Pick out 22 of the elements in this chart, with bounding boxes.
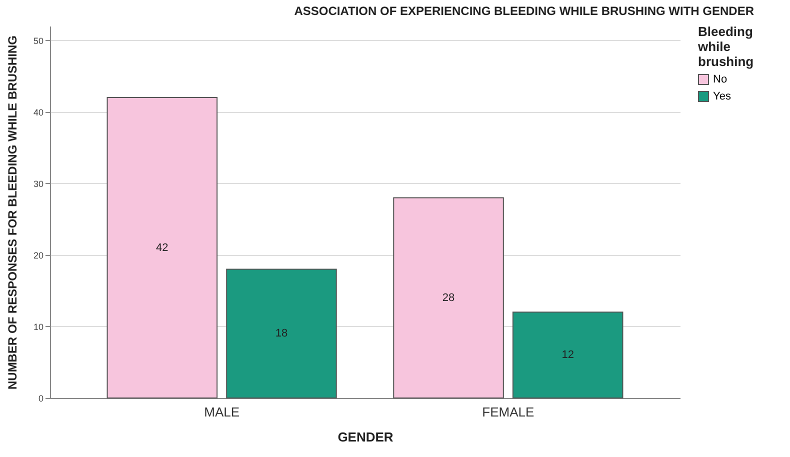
bar [106,97,218,398]
data-label: 18 [275,328,288,340]
x-axis-title: GENDER [338,430,394,444]
legend-label: No [713,74,728,86]
data-label: 28 [442,292,455,304]
bar [393,197,504,398]
bar [226,268,337,398]
legend-title: Bleeding while brushing [697,24,754,69]
x-tick-label: FEMALE [482,404,535,420]
y-tick-label: 10 [33,322,44,332]
data-label: 42 [156,242,168,254]
x-tick-label: MALE [204,404,240,420]
y-tick-label: 50 [33,36,44,46]
bar [512,312,624,398]
chart-title: ASSOCIATION OF EXPERIENCING BLEEDING WHILE BRUSHING WITH GENDER [294,4,754,18]
y-tick-label: 30 [33,178,44,189]
data-label: 12 [562,349,574,362]
y-tick-label: 40 [33,107,44,118]
y-tick-label: 0 [38,394,44,404]
y-tick-label: 20 [33,250,44,260]
legend-label: Yes [713,90,732,102]
y-axis-title: NUMBER OF RESPONSES FOR BLEEDING WHILE BRUSHING [5,35,20,390]
